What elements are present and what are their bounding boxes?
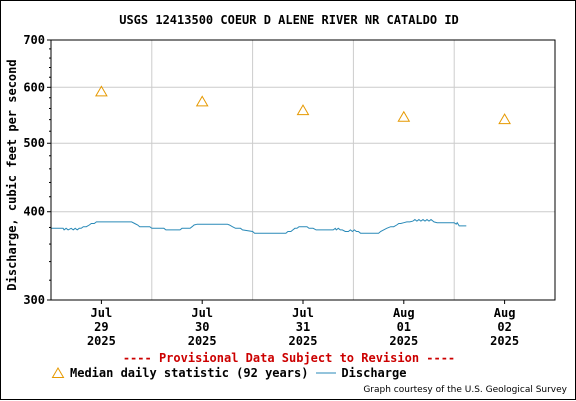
- x-tick-label: 2025: [188, 334, 217, 348]
- y-tick-label: 400: [23, 205, 45, 219]
- median-triangle-point: [195, 95, 209, 107]
- grid-layer: [51, 40, 555, 300]
- median-triangle-point: [498, 113, 511, 125]
- graph-credit: Graph courtesy of the U.S. Geological Su…: [363, 385, 567, 395]
- tick-layer: 300400500600700Jul292025Jul302025Jul3120…: [23, 33, 519, 348]
- median-triangle-point: [296, 104, 310, 116]
- triangle-icon: [51, 367, 65, 378]
- median-triangle-point: [397, 110, 411, 122]
- x-tick-label: 30: [195, 320, 209, 334]
- x-tick-label: Aug: [494, 306, 516, 320]
- chart-title: USGS 12413500 COEUR D ALENE RIVER NR CAT…: [119, 13, 459, 27]
- line-swatch-icon: [316, 372, 337, 374]
- x-tick-label: 29: [94, 320, 108, 334]
- legend: Median daily statistic (92 years) Discha…: [51, 365, 414, 381]
- x-tick-label: 01: [397, 320, 411, 334]
- y-tick-label: 300: [23, 293, 45, 307]
- legend-label-discharge: Discharge: [341, 366, 407, 380]
- x-tick-label: Jul: [191, 306, 213, 320]
- y-tick-label: 500: [23, 136, 45, 150]
- series-layer: [51, 85, 511, 234]
- legend-label-median: Median daily statistic (92 years): [70, 366, 309, 380]
- legend-item-median: Median daily statistic (92 years): [51, 366, 308, 380]
- x-tick-label: Jul: [91, 306, 113, 320]
- x-tick-label: 31: [296, 320, 310, 334]
- y-tick-label: 600: [23, 80, 45, 94]
- plot-area: [50, 39, 556, 301]
- x-tick-label: 2025: [289, 334, 318, 348]
- legend-item-discharge: Discharge: [316, 366, 406, 380]
- x-tick-label: 2025: [490, 334, 519, 348]
- y-axis-label: Discharge, cubic feet per second: [5, 59, 19, 290]
- y-tick-label: 700: [23, 33, 45, 47]
- median-triangle-point: [95, 85, 108, 97]
- x-tick-label: 02: [497, 320, 511, 334]
- x-tick-label: Aug: [393, 306, 415, 320]
- x-tick-label: 2025: [87, 334, 116, 348]
- x-tick-label: 2025: [389, 334, 418, 348]
- x-tick-label: Jul: [292, 306, 314, 320]
- discharge-line: [51, 218, 467, 234]
- provisional-data-note: ---- Provisional Data Subject to Revisio…: [122, 351, 456, 365]
